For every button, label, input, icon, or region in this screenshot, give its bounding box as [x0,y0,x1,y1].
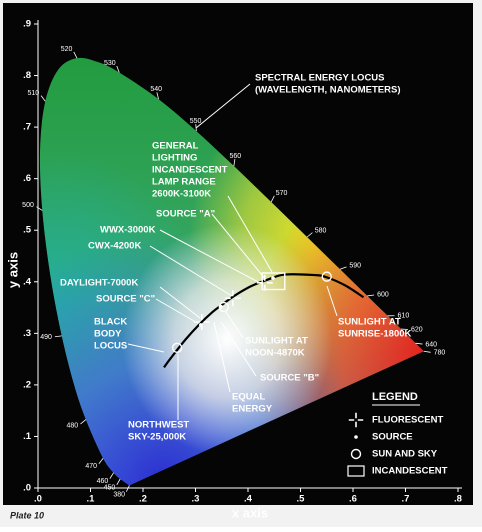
annotation: DAYLIGHT-7000K [60,278,138,289]
wavelength-label: 510 [28,90,40,97]
annotation: BLACK [94,317,127,328]
legend-title: LEGEND [372,391,418,403]
annotation: ENERGY [232,404,273,415]
wavelength-label: 580 [315,228,327,235]
y-tick-label: .6 [23,173,31,184]
x-tick-label: .5 [297,494,306,505]
wavelength-label: 620 [411,326,423,333]
annotation: NORTHWEST [128,420,189,431]
wavelength-label: 570 [276,190,288,197]
annotation: SUNLIGHT AT [338,317,401,328]
annotation: SUNLIGHT AT [245,336,308,347]
legend-label: INCANDESCENT [372,466,448,477]
annotation: SOURCE "A" [156,209,215,220]
annotation: SPECTRAL ENERGY LOCUS [255,73,385,84]
wavelength-label: 640 [425,341,437,348]
wavelength-label: 460 [97,478,109,485]
legend: LEGEND [372,391,420,405]
wavelength-label: 450 [104,484,116,491]
wavelength-tick [196,124,197,131]
wavelength-label: 780 [434,350,446,357]
source-marker [199,323,203,327]
wavelength-label: 550 [190,118,202,125]
annotation: BODY [94,329,122,340]
annotation: INCANDESCENT [152,165,228,176]
annotation: NOON-4870K [245,348,305,359]
wavelength-label: 560 [230,153,242,160]
annotation: SOURCE "B" [260,373,319,384]
x-axis-label: x axis [232,505,268,520]
annotation: (WAVELENGTH, NANOMETERS) [255,85,401,96]
x-tick-label: .6 [349,494,357,505]
annotation: SUNRISE-1800K [338,329,412,340]
y-tick-label: .1 [23,431,32,442]
wavelength-label: 470 [85,463,97,470]
annotation: GENERAL [152,141,199,152]
y-tick-label: .4 [23,276,32,287]
x-tick-label: .0 [34,494,42,505]
y-tick-label: .3 [23,328,31,339]
wavelength-label: 600 [377,291,389,298]
annotation: LAMP RANGE [152,177,216,188]
legend-label: SOURCE [372,432,413,443]
x-tick-label: .3 [192,494,200,505]
y-tick-label: .7 [23,122,31,133]
y-tick-label: .2 [23,379,31,390]
wavelength-label: 540 [150,86,162,93]
y-tick-label: .0 [23,483,31,494]
y-axis-label: y axis [5,252,20,288]
x-tick-label: .2 [139,494,147,505]
wavelength-label: 500 [22,202,34,209]
annotation: CWX-4200K [88,241,141,252]
x-tick-label: .1 [87,494,96,505]
source-marker [354,435,358,439]
annotation: LIGHTING [152,153,197,164]
annotation: 2600K-3100K [152,189,211,200]
y-tick-label: .9 [23,19,31,30]
footer: Plate 10 [10,510,44,520]
legend-label: FLUORESCENT [372,415,443,426]
x-tick-label: .8 [454,494,462,505]
wavelength-label: 380 [113,491,125,498]
y-tick-label: .8 [23,70,31,81]
annotation: SKY-25,000K [128,432,186,443]
wavelength-label: 520 [61,46,73,53]
annotation: EQUAL [232,392,265,403]
wavelength-label: 530 [104,60,116,67]
x-tick-label: .7 [402,494,410,505]
annotation: SOURCE "C" [96,294,155,305]
x-tick-label: .4 [244,494,253,505]
legend-label: SUN AND SKY [372,449,438,460]
annotation: WWX-3000K [100,225,156,236]
annotation: LOCUS [94,341,127,352]
wavelength-label: 480 [66,423,78,430]
y-tick-label: .5 [23,225,32,236]
wavelength-label: 590 [349,263,361,270]
source-marker [271,276,275,280]
wavelength-label: 490 [40,334,52,341]
